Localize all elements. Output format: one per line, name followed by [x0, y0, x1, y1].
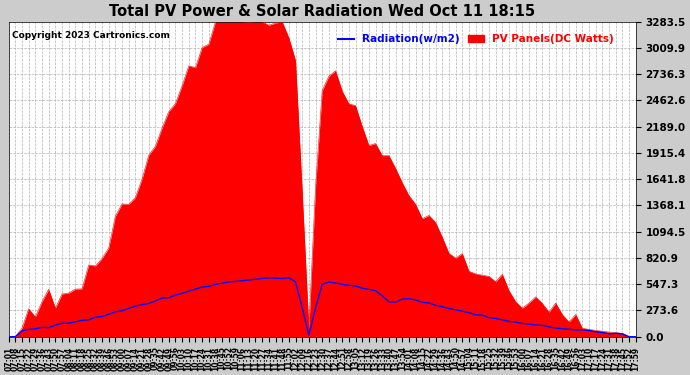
Text: Copyright 2023 Cartronics.com: Copyright 2023 Cartronics.com	[12, 31, 170, 40]
Title: Total PV Power & Solar Radiation Wed Oct 11 18:15: Total PV Power & Solar Radiation Wed Oct…	[109, 4, 535, 19]
Legend: Radiation(w/m2), PV Panels(DC Watts): Radiation(w/m2), PV Panels(DC Watts)	[334, 30, 618, 48]
